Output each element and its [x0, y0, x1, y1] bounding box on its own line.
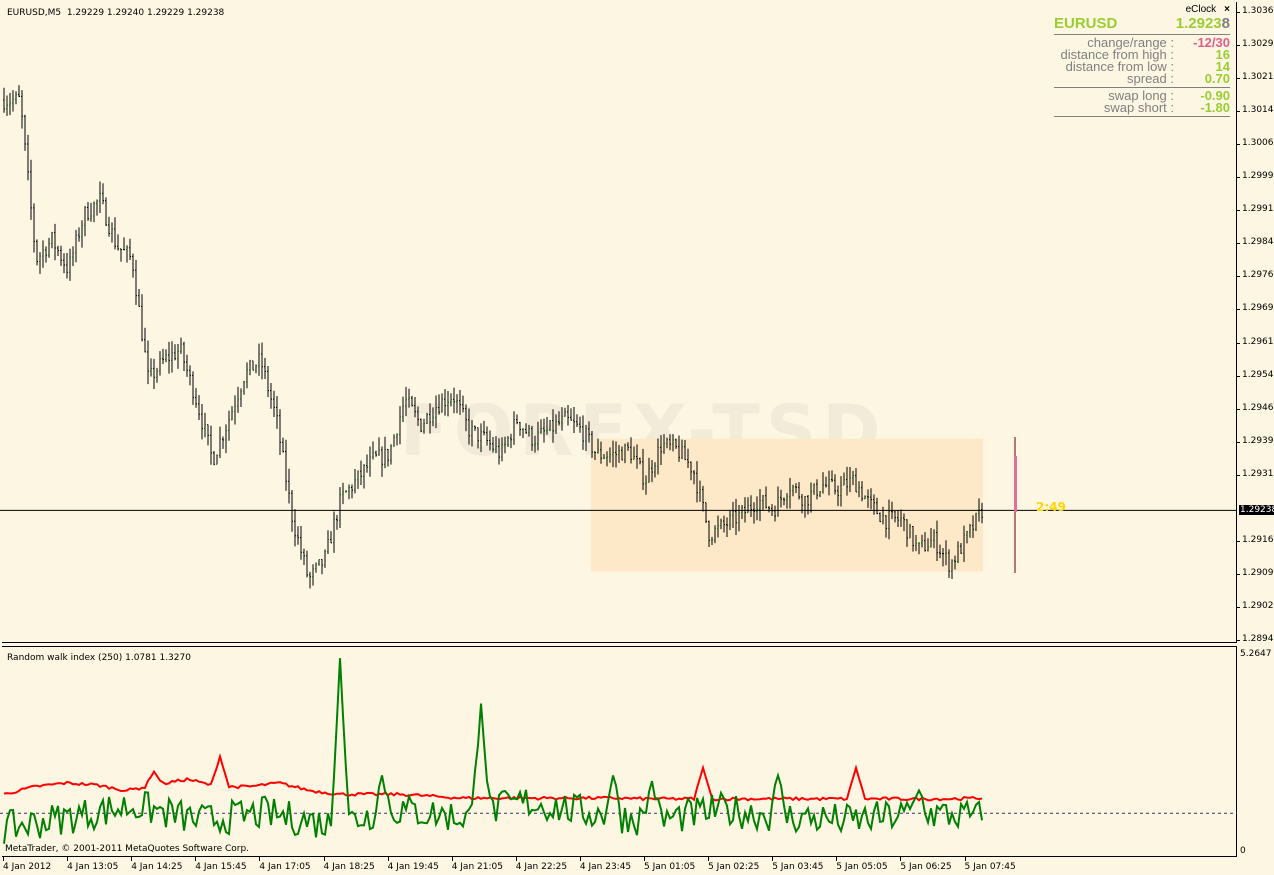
price-tick: 1.29765 [1236, 270, 1274, 280]
rwi-low-line [3, 658, 983, 844]
close-icon[interactable]: × [1224, 4, 1230, 15]
time-tick: 4 Jan 21:05 [451, 857, 503, 872]
price-tick: 1.30065 [1236, 138, 1274, 148]
price-tick: 1.29540 [1236, 370, 1274, 380]
time-tick: 5 Jan 05:05 [836, 857, 888, 872]
time-tick: 4 Jan 13:05 [67, 857, 119, 872]
eclock-row: change/range : -12/30 [1087, 35, 1230, 50]
price-tick: 1.30215 [1236, 72, 1274, 82]
time-tick: 4 Jan 2012 [3, 857, 52, 872]
eclock-row: distance from low :14 [1065, 59, 1230, 74]
current-price-label: 1.29238 [1239, 505, 1274, 515]
time-tick: 5 Jan 01:05 [644, 857, 696, 872]
price-chart[interactable]: EURUSD,M5 1.29229 1.29240 1.29229 1.2923… [2, 2, 1237, 643]
copyright-text: MetaTrader, © 2001-2011 MetaQuotes Softw… [5, 844, 250, 854]
price-tick: 1.29020 [1236, 601, 1274, 611]
indicator-plot [0, 658, 1237, 844]
time-tick: 4 Jan 18:25 [323, 857, 375, 872]
time-tick: 4 Jan 22:25 [515, 857, 568, 872]
price-plot [0, 85, 1237, 589]
price-tick: 1.29165 [1236, 535, 1274, 545]
time-tick: 5 Jan 06:25 [900, 857, 952, 872]
price-tick: 1.28945 [1236, 634, 1274, 644]
price-tick: 1.29390 [1236, 436, 1274, 446]
bar-timer: 2:49 [1036, 500, 1066, 514]
range-marker-bar [1014, 456, 1017, 512]
symbol-name: EURUSD [1054, 15, 1118, 32]
price-tick: 1.29315 [1236, 469, 1274, 479]
price-tick: 1.29465 [1236, 403, 1274, 413]
price-tick: 1.30365 [1236, 6, 1274, 16]
price-tick: 1.29690 [1236, 303, 1274, 313]
eclock-swap-row: swap long : -0.90 [1108, 88, 1230, 103]
price-tick: 1.29615 [1236, 337, 1274, 347]
chart-header: EURUSD,M5 1.29229 1.29240 1.29229 1.2923… [7, 8, 225, 18]
indicator-panel[interactable]: Random walk index (250) 1.0781 1.3270 Me… [2, 646, 1237, 857]
time-tick: 5 Jan 03:45 [772, 857, 824, 872]
price-tick: 1.29915 [1236, 204, 1274, 214]
price-tick: 1.30140 [1236, 105, 1274, 115]
indicator-max-label: 5.2647 [1240, 649, 1272, 659]
time-tick: 4 Jan 17:05 [259, 857, 311, 872]
price-tick: 1.29990 [1236, 171, 1274, 181]
price-tick: 1.29095 [1236, 568, 1274, 578]
time-tick: 4 Jan 15:45 [195, 857, 247, 872]
bid-price: 1.29238 [1175, 15, 1230, 32]
eclock-row: spread :0.70 [1127, 71, 1230, 86]
eclock-swap-row: swap short : -1.80 [1103, 100, 1230, 115]
time-tick: 4 Jan 23:45 [579, 857, 632, 872]
time-tick: 5 Jan 07:45 [964, 857, 1016, 872]
time-tick: 4 Jan 14:25 [131, 857, 183, 872]
eclock-title: eClock [1185, 4, 1217, 15]
price-tick: 1.29840 [1236, 237, 1274, 247]
eclock-panel: eClock × EURUSD 1.29238 change/range : -1… [1054, 4, 1230, 119]
time-tick: 5 Jan 02:25 [708, 857, 760, 872]
indicator-min-label: 0 [1240, 846, 1246, 856]
eclock-row: distance from high :16 [1060, 47, 1230, 62]
time-tick: 4 Jan 19:45 [387, 857, 439, 872]
price-tick: 1.30290 [1236, 39, 1274, 49]
indicator-title: Random walk index (250) 1.0781 1.3270 [7, 653, 191, 663]
rwi-high-line [3, 752, 983, 802]
